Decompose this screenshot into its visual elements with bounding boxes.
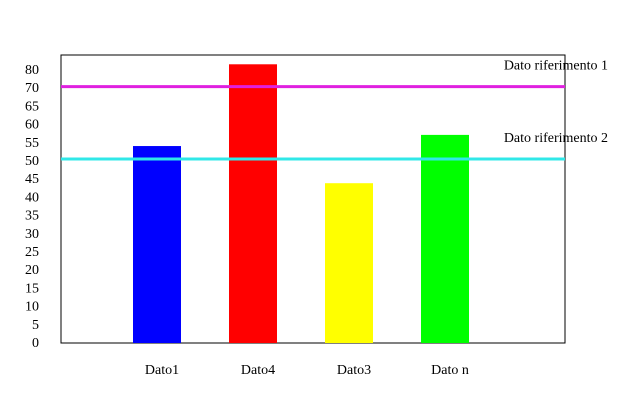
y-axis-tick-labels: 0 5 10 15 20 25 30 35 40 45 50 55 60 65 70 80: [25, 63, 39, 351]
reference-lines-group: Dato riferimento 1 Dato riferimento 2: [61, 59, 608, 161]
y-tick-label: 70: [25, 81, 39, 96]
x-axis-category-labels: Dato1 Dato4 Dato3 Dato n: [145, 363, 469, 378]
x-category-label: Dato3: [337, 363, 371, 378]
x-category-label: Dato4: [241, 363, 275, 378]
bar-dato3: [325, 183, 373, 343]
y-tick-label: 60: [25, 118, 39, 133]
y-tick-label: 65: [25, 99, 39, 114]
y-tick-label: 80: [25, 63, 39, 78]
bar-dato1: [133, 146, 181, 343]
y-tick-label: 50: [25, 154, 39, 169]
y-tick-label: 55: [25, 136, 39, 151]
y-tick-label: 20: [25, 263, 39, 278]
bar-dato-n: [421, 134, 469, 343]
bars-group: [133, 64, 469, 344]
y-tick-label: 5: [32, 318, 39, 333]
y-tick-label: 15: [25, 281, 39, 296]
bar-dato4: [229, 64, 277, 344]
reference-line-label-1: Dato riferimento 1: [504, 59, 608, 74]
y-tick-label: 35: [25, 209, 39, 224]
x-category-label: Dato1: [145, 363, 179, 378]
y-tick-label: 40: [25, 190, 39, 205]
y-tick-label: 45: [25, 172, 39, 187]
y-tick-label: 25: [25, 245, 39, 260]
x-category-label: Dato n: [431, 363, 469, 378]
y-tick-label: 0: [32, 336, 39, 351]
reference-line-label-2: Dato riferimento 2: [504, 131, 608, 146]
y-tick-label: 10: [25, 300, 39, 315]
y-tick-label: 30: [25, 227, 39, 242]
